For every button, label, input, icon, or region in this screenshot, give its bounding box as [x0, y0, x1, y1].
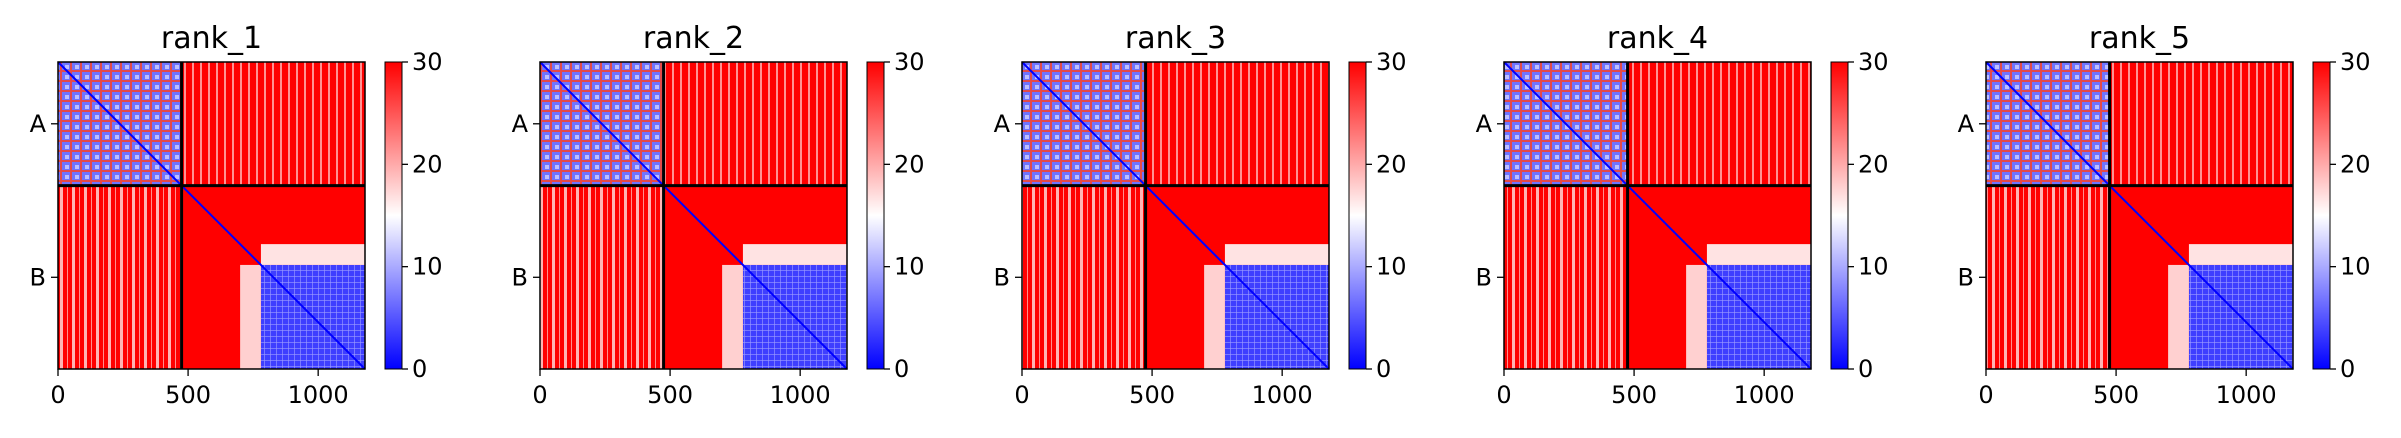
y-tick-label: B: [1958, 263, 1974, 291]
x-tick-label: 500: [1611, 381, 1657, 409]
colorbar-tick-label: 30: [2340, 48, 2371, 76]
y-tick-label: A: [1476, 110, 1493, 138]
panel-1: rank_1 0 500 1000 A B 0 10 20 30: [30, 21, 443, 409]
colorbar-tick-label: 30: [412, 48, 443, 76]
panel-2: rank_2 0 500 1000 A B 0 10 20 30: [512, 21, 925, 409]
block-B-transition: [2188, 244, 2293, 265]
colorbar-tick-label: 10: [1858, 253, 1889, 281]
block-B-transition: [742, 244, 847, 265]
x-tick-label: 1000: [1734, 381, 1795, 409]
panel-title: rank_1: [161, 21, 262, 56]
heatmap-frame: [539, 61, 848, 370]
block-B-transition: [1204, 264, 1225, 369]
x-tick-label: 1000: [770, 381, 831, 409]
colorbar-tick-label: 30: [1858, 48, 1889, 76]
heatmap-frame: [1503, 61, 1812, 370]
x-tick-label: 0: [1978, 381, 1993, 409]
y-tick-label: B: [512, 263, 528, 291]
colorbar-tick-label: 20: [1858, 150, 1889, 178]
x-tick-label: 500: [2093, 381, 2139, 409]
y-tick-label: B: [30, 263, 46, 291]
block-AB: [1145, 62, 1329, 186]
block-BA: [540, 185, 664, 369]
x-tick-label: 0: [532, 381, 547, 409]
colorbar-tick-label: 30: [894, 48, 925, 76]
colorbar: [866, 61, 885, 370]
block-AB: [663, 62, 847, 186]
colorbar-tick-label: 30: [1376, 48, 1407, 76]
x-tick-label: 0: [1014, 381, 1029, 409]
x-tick-label: 1000: [1252, 381, 1313, 409]
diagonal: [57, 61, 366, 370]
block-B-transition: [240, 264, 261, 369]
y-tick-label: B: [1476, 263, 1492, 291]
colorbar-tick-label: 0: [2340, 355, 2355, 383]
colorbar-tick-label: 20: [2340, 150, 2371, 178]
x-tick-label: 0: [50, 381, 65, 409]
colorbar-tick-label: 20: [1376, 150, 1407, 178]
colorbar-tick-label: 10: [1376, 253, 1407, 281]
block-AB: [1627, 62, 1811, 186]
panel-title: rank_2: [643, 21, 744, 56]
block-AB: [2109, 62, 2293, 186]
colorbar-tick-label: 0: [1858, 355, 1873, 383]
x-tick-label: 500: [647, 381, 693, 409]
colorbar-tick-label: 10: [412, 253, 443, 281]
panel-4: rank_4 0 500 1000 A B 0 10 20 30: [1476, 21, 1889, 409]
x-tick-label: 500: [165, 381, 211, 409]
colorbar-tick-label: 10: [894, 253, 925, 281]
colorbar: [2312, 61, 2331, 370]
block-BA: [58, 185, 182, 369]
colorbar-tick-label: 0: [894, 355, 909, 383]
y-tick-label: A: [1958, 110, 1975, 138]
y-tick-label: A: [994, 110, 1011, 138]
y-tick-label: A: [30, 110, 47, 138]
block-B-transition: [2168, 264, 2189, 369]
diagonal: [1503, 61, 1812, 370]
block-BA: [1504, 185, 1628, 369]
panel-title: rank_3: [1125, 21, 1226, 56]
heatmap-frame: [1985, 61, 2294, 370]
panel-title: rank_4: [1607, 21, 1708, 56]
block-AB: [181, 62, 365, 186]
block-BA: [1022, 185, 1146, 369]
block-BA: [1986, 185, 2110, 369]
y-tick-label: A: [512, 110, 529, 138]
y-tick-label: B: [994, 263, 1010, 291]
colorbar-tick-label: 0: [412, 355, 427, 383]
block-B-transition: [1224, 244, 1329, 265]
x-tick-label: 500: [1129, 381, 1175, 409]
diagonal: [1021, 61, 1330, 370]
colorbar: [1830, 61, 1849, 370]
block-B-transition: [1686, 264, 1707, 369]
heatmap-frame: [1021, 61, 1330, 370]
colorbar-tick-label: 20: [412, 150, 443, 178]
heatmap-frame: [57, 61, 366, 370]
x-tick-label: 0: [1496, 381, 1511, 409]
colorbar-tick-label: 20: [894, 150, 925, 178]
colorbar: [1348, 61, 1367, 370]
diagonal: [1985, 61, 2294, 370]
panel-3: rank_3 0 500 1000 A B 0 10 20 30: [994, 21, 1407, 409]
colorbar: [384, 61, 403, 370]
block-B-transition: [260, 244, 365, 265]
x-tick-label: 1000: [2216, 381, 2277, 409]
colorbar-tick-label: 10: [2340, 253, 2371, 281]
block-B-transition: [1706, 244, 1811, 265]
panel-5: rank_5 0 500 1000 A B 0 10 20 30: [1958, 21, 2371, 409]
colorbar-tick-label: 0: [1376, 355, 1391, 383]
x-tick-label: 1000: [288, 381, 349, 409]
diagonal: [539, 61, 848, 370]
block-B-transition: [722, 264, 743, 369]
panel-title: rank_5: [2089, 21, 2190, 56]
